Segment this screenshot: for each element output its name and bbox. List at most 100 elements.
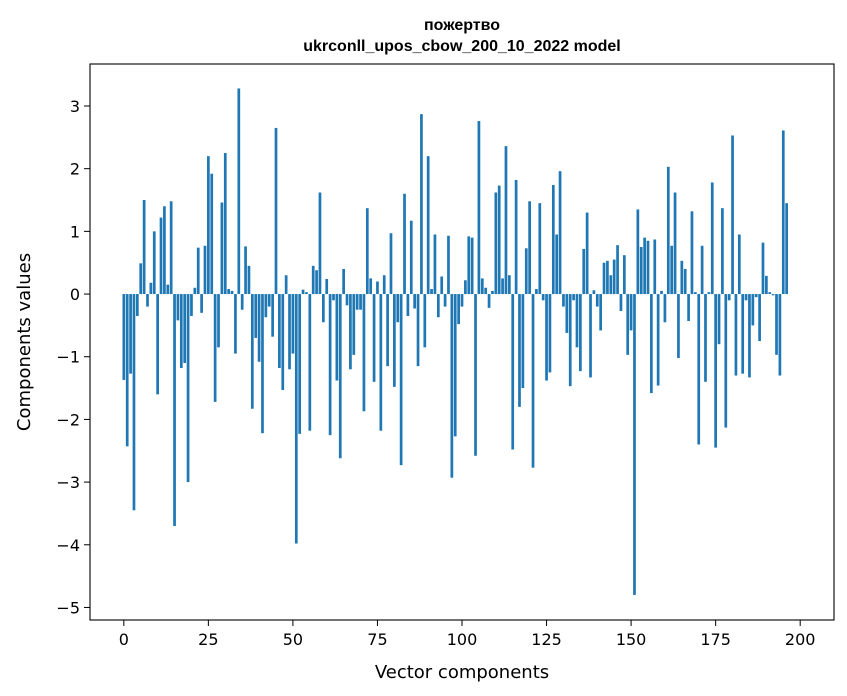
bar-130 [562,294,565,307]
bar-7 [146,294,149,307]
bar-98 [453,294,457,437]
bar-119 [524,248,528,295]
x-tick-label-125: 125 [531,630,562,649]
bar-154 [643,237,646,295]
bar-43 [267,294,271,307]
bar-91 [430,289,433,295]
bar-125 [545,294,548,381]
bar-83 [403,193,406,295]
bar-73 [369,278,373,295]
bar-196 [785,203,789,295]
bar-8 [149,282,153,295]
y-tick-label--3: −3 [56,473,80,492]
x-tick-label-150: 150 [616,630,647,649]
x-axis-ticks: 0 25 50 75 100 125 150 175 200 [119,620,815,649]
bar-9 [152,231,156,295]
bar-160 [663,294,667,323]
bar-115 [511,294,515,450]
bar-93 [436,294,440,318]
bar-170 [697,294,701,445]
bar-47 [281,294,285,390]
bar-30 [223,153,227,295]
bar-191 [768,292,772,295]
bar-25 [207,156,210,295]
bar-1 [125,294,129,447]
bar-86 [413,294,417,309]
bar-0 [122,294,126,380]
bar-90 [426,156,430,295]
bar-133 [572,294,575,301]
bar-110 [494,192,498,295]
bar-158 [656,294,660,386]
bar-4 [135,294,139,316]
bar-85 [409,220,413,295]
y-tick-label--4: −4 [56,536,80,555]
bar-137 [585,212,589,295]
bar-177 [721,208,724,295]
bar-135 [579,294,582,372]
bar-79 [389,233,393,295]
bar-45 [274,127,278,295]
bar-188 [758,294,761,342]
bar-162 [670,245,674,295]
bar-82 [399,294,403,466]
bar-106 [480,278,484,295]
bar-129 [558,171,562,295]
bar-101 [464,280,467,295]
bar-136 [582,248,586,295]
bar-140 [595,294,599,307]
bar-78 [386,294,389,367]
bar-44 [271,294,274,337]
bar-23 [200,294,203,313]
bar-21 [193,287,197,295]
bar-176 [717,294,721,345]
bar-153 [639,247,643,295]
bar-113 [504,146,508,295]
bar-87 [416,294,420,367]
bar-64 [338,294,342,459]
bar-166 [683,268,687,295]
bar-114 [507,275,511,295]
bar-155 [646,240,650,295]
bar-40 [257,294,261,362]
bar-71 [362,294,366,412]
bar-15 [173,294,176,526]
bar-97 [450,294,454,478]
bar-56 [311,265,315,295]
bar-3 [132,294,136,511]
bar-54 [305,292,308,295]
bar-66 [345,294,349,306]
bar-132 [568,294,572,387]
bar-107 [484,287,488,295]
bar-127 [551,184,555,295]
bar-145 [612,259,616,295]
bar-51 [294,294,298,544]
bar-175 [714,294,717,448]
bar-26 [210,173,214,295]
bar-161 [666,166,670,295]
bar-173 [707,292,711,295]
bar-74 [372,294,376,382]
bar-172 [704,294,707,382]
bar-150 [629,294,633,331]
bar-112 [501,278,504,295]
x-axis-label: Vector components [375,662,549,683]
bar-92 [433,234,437,295]
bar-109 [491,290,494,295]
bar-63 [335,294,339,381]
bar-190 [765,275,768,295]
bar-157 [653,239,657,295]
bar-118 [521,294,525,389]
bar-167 [687,294,690,321]
bar-148 [622,255,626,295]
bar-117 [518,294,521,407]
bar-33 [234,294,237,354]
bar-95 [443,294,447,307]
bar-179 [727,294,731,301]
bar-122 [535,289,538,295]
bar-180 [731,135,734,295]
bar-124 [541,294,545,301]
bar-39 [254,294,258,338]
bar-28 [217,294,220,348]
